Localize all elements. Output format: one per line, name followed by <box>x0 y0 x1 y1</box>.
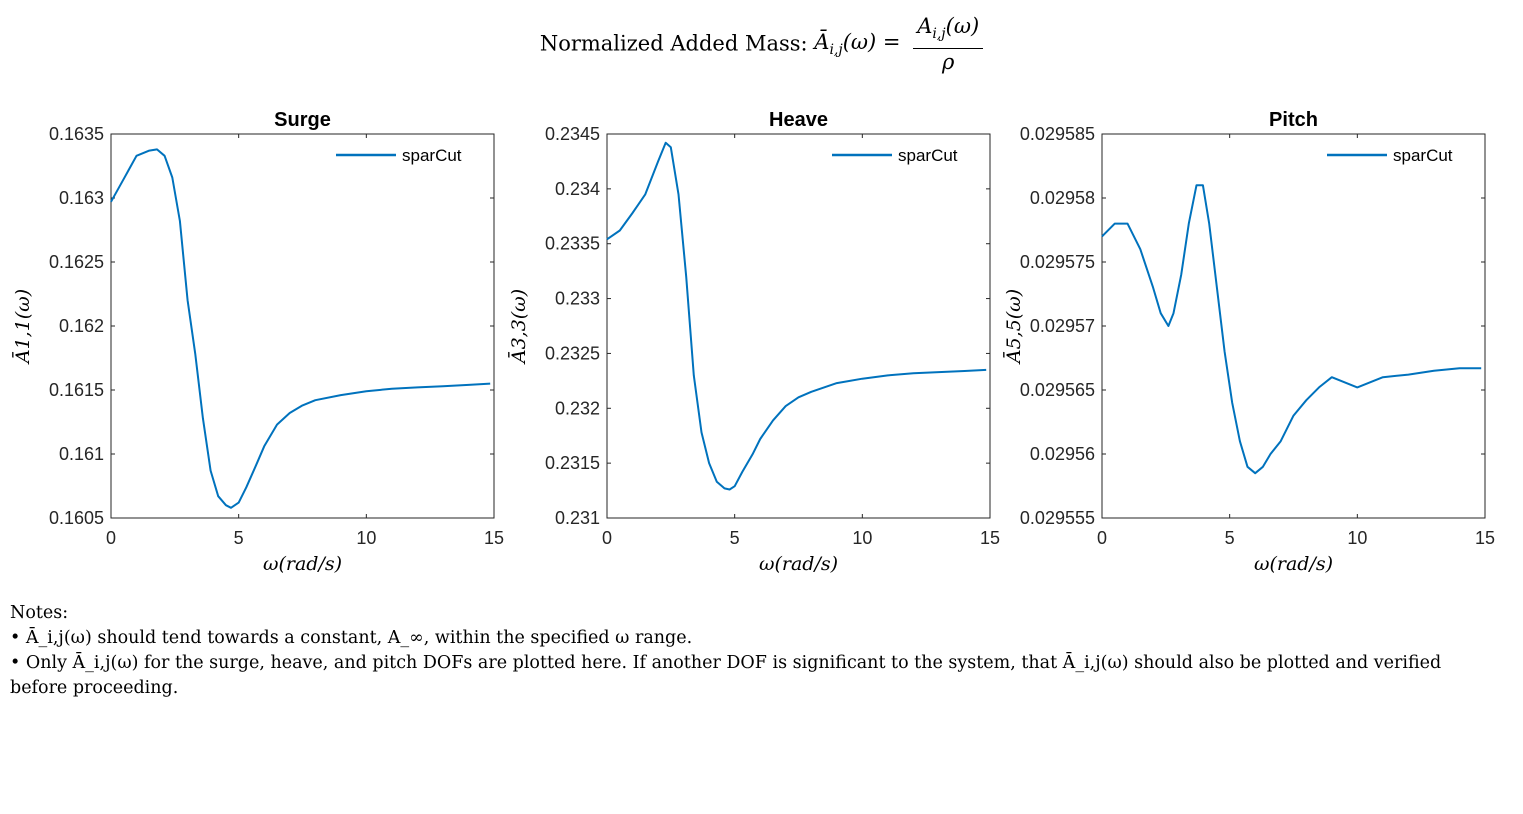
x-tick-label: 0 <box>602 528 612 548</box>
y-tick-label: 0.02957 <box>1030 316 1095 336</box>
note-bullet-2: • Only Ā_i,j(ω) for the surge, heave, an… <box>10 653 1442 698</box>
y-tick-label: 0.163 <box>59 188 104 208</box>
plots-canvas: 0 5 10 15 0.1605 0.161 0.1615 0.162 0.1625 0.163 0… <box>11 109 1495 575</box>
note-bullet-1: • Ā_i,j(ω) should tend towards a constan… <box>10 628 693 648</box>
y-tick-label: 0.029565 <box>1020 380 1095 400</box>
x-tick-label: 10 <box>1347 528 1367 548</box>
series-line-sparCut <box>110 148 491 509</box>
y-tick-label: 0.2325 <box>545 343 600 363</box>
plot-area <box>606 133 991 519</box>
chart-title: Heave <box>769 109 828 131</box>
y-tick-label: 0.029575 <box>1020 252 1095 272</box>
x-axis-label: ω(rad/s) <box>263 553 342 575</box>
legend-label: sparCut <box>402 146 462 165</box>
y-tick-label: 0.1625 <box>49 252 104 272</box>
y-tick-label: 0.1635 <box>49 124 104 144</box>
plot-area <box>110 133 495 519</box>
y-tick-label: 0.232 <box>555 398 600 418</box>
y-tick-label: 0.231 <box>555 508 600 528</box>
y-tick-label: 0.02956 <box>1030 444 1095 464</box>
figure-title: Normalized Added Mass: Āi,j(ω) = Ai,j(ω)… <box>0 12 1523 75</box>
y-tick-label: 0.2335 <box>545 234 600 254</box>
legend-label: sparCut <box>898 146 958 165</box>
x-tick-label: 15 <box>980 528 1000 548</box>
series-line-sparCut <box>1101 184 1482 475</box>
x-tick-label: 5 <box>1225 528 1235 548</box>
y-axis-label: Ā5,5(ω) <box>1002 289 1025 365</box>
chart-title: Pitch <box>1269 109 1318 131</box>
notes-block: Notes: • Ā_i,j(ω) should tend towards a … <box>10 601 1500 701</box>
series-line-sparCut <box>606 141 987 491</box>
y-tick-label: 0.029585 <box>1020 124 1095 144</box>
x-axis-label: ω(rad/s) <box>1254 553 1333 575</box>
y-tick-label: 0.162 <box>59 316 104 336</box>
y-axis-label: Ā3,3(ω) <box>507 289 530 365</box>
y-axis-label: Ā1,1(ω) <box>11 289 34 365</box>
chart-1: 0 5 10 15 0.231 0.2315 0.232 0.2325 0.233 0.2335 0… <box>507 109 1000 575</box>
legend-label: sparCut <box>1393 146 1453 165</box>
y-tick-label: 0.2315 <box>545 453 600 473</box>
y-tick-label: 0.1605 <box>49 508 104 528</box>
chart-2: 0 5 10 15 0.029555 0.02956 0.029565 0.02957 0.02… <box>1002 109 1495 575</box>
x-tick-label: 15 <box>1475 528 1495 548</box>
x-tick-label: 5 <box>234 528 244 548</box>
figure-title-lhs: Āi,j(ω) = <box>814 29 901 58</box>
y-tick-label: 0.161 <box>59 444 104 464</box>
figure-title-fraction: Ai,j(ω) ρ <box>913 12 984 75</box>
plot-area <box>1101 133 1486 519</box>
x-tick-label: 5 <box>730 528 740 548</box>
x-tick-label: 15 <box>484 528 504 548</box>
x-tick-label: 10 <box>852 528 872 548</box>
figure-title-denominator: ρ <box>942 50 955 75</box>
figure-title-text: Normalized Added Mass: <box>539 31 808 56</box>
chart-title: Surge <box>274 109 331 131</box>
x-tick-label: 10 <box>356 528 376 548</box>
y-tick-label: 0.2345 <box>545 124 600 144</box>
chart-0: 0 5 10 15 0.1605 0.161 0.1615 0.162 0.1625 0.163 0… <box>11 109 504 575</box>
y-tick-label: 0.02958 <box>1030 188 1095 208</box>
figure-title-numerator: Ai,j(ω) <box>913 12 984 50</box>
y-tick-label: 0.029555 <box>1020 508 1095 528</box>
y-tick-label: 0.234 <box>555 179 600 199</box>
y-tick-label: 0.233 <box>555 289 600 309</box>
x-tick-label: 0 <box>106 528 116 548</box>
x-axis-label: ω(rad/s) <box>759 553 838 575</box>
x-tick-label: 0 <box>1097 528 1107 548</box>
y-tick-label: 0.1615 <box>49 380 104 400</box>
notes-heading: Notes: <box>10 603 69 623</box>
